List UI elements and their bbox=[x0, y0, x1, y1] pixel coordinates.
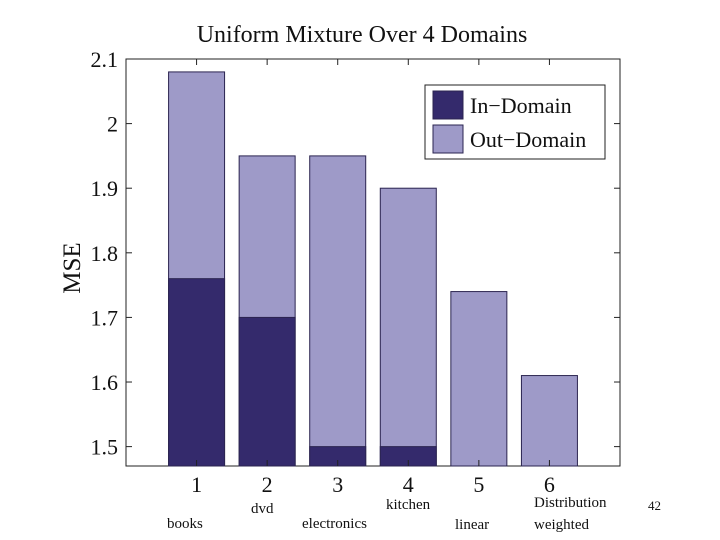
legend-label: Out−Domain bbox=[470, 127, 586, 152]
y-tick-label: 1.9 bbox=[91, 176, 119, 201]
bar-out-domain bbox=[520, 375, 578, 467]
category-label: books bbox=[167, 516, 203, 532]
y-tick-label: 2 bbox=[107, 112, 118, 137]
bar-out-domain bbox=[379, 187, 437, 467]
x-tick-label: 4 bbox=[403, 472, 414, 497]
plot-frame bbox=[125, 58, 621, 467]
bar-in-domain bbox=[168, 278, 226, 467]
legend-swatch bbox=[432, 124, 464, 154]
legend-swatch bbox=[432, 90, 464, 120]
legend-label: In−Domain bbox=[470, 93, 572, 118]
y-tick-label: 1.8 bbox=[91, 241, 119, 266]
plot-area: 1.5 1.6 1.7 1.8 1.9 2 2.1 1 2 3 4 5 6 In−Domain Out−Do… bbox=[91, 47, 621, 497]
y-axis-label: MSE bbox=[59, 242, 86, 293]
page-number: 42 bbox=[648, 498, 661, 513]
x-tick-label: 1 bbox=[191, 472, 202, 497]
y-tick-label: 1.5 bbox=[91, 435, 119, 460]
category-label: linear bbox=[455, 517, 490, 533]
category-label: weighted bbox=[534, 517, 589, 533]
bar-out-domain bbox=[450, 291, 508, 467]
category-label: Distribution bbox=[534, 495, 607, 511]
x-tick-label: 3 bbox=[332, 472, 343, 497]
bar-out-domain bbox=[309, 155, 367, 467]
x-tick-label: 2 bbox=[262, 472, 273, 497]
y-tick-label: 1.6 bbox=[91, 370, 119, 395]
category-label: dvd bbox=[251, 501, 274, 517]
y-tick-label: 1.7 bbox=[91, 305, 119, 330]
category-label: kitchen bbox=[386, 497, 431, 513]
bar-in-domain bbox=[238, 316, 296, 467]
category-label: electronics bbox=[302, 516, 367, 532]
y-tick-label: 2.1 bbox=[91, 47, 119, 72]
chart-title: Uniform Mixture Over 4 Domains bbox=[197, 22, 528, 48]
x-tick-label: 6 bbox=[544, 472, 555, 497]
x-tick-label: 5 bbox=[473, 472, 484, 497]
